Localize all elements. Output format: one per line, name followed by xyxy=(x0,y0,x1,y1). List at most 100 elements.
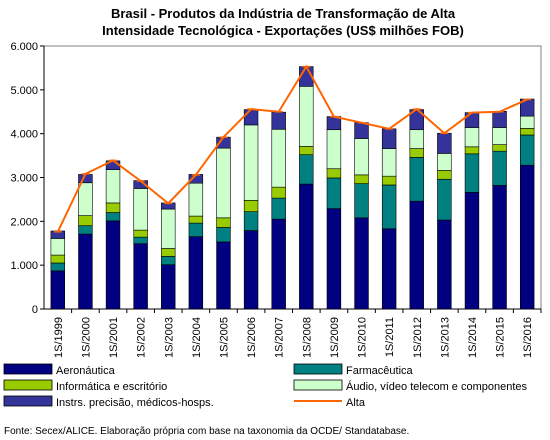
bar-segment-farmac-utica xyxy=(409,157,424,202)
bar-segment-farmac-utica xyxy=(492,150,507,186)
x-tick-label: 1S/2016 xyxy=(522,317,534,358)
x-tick-label: 1S/2002 xyxy=(136,317,148,358)
plot-area: 0 1.000 2.000 3.000 4.000 5.000 6.000 1S/1999 1S… xyxy=(10,41,542,358)
y-tick-label: 3.000 xyxy=(10,173,38,185)
bar-segment-aeron-utica xyxy=(464,192,480,310)
bar-segment-inform-tica-e-escrit-rio xyxy=(492,144,507,152)
bar-segment-inform-tica-e-escrit-rio xyxy=(326,168,342,179)
y-tick-label: 0 xyxy=(32,304,38,316)
bar-segment-instrs-precis-o-m-dicos-hosps xyxy=(464,112,480,128)
bar-segment-farmac-utica xyxy=(105,212,121,222)
bar-segment-farmac-utica xyxy=(354,183,369,219)
bar-segment-farmac-utica xyxy=(437,178,452,221)
bar-segment-farmac-utica xyxy=(133,236,148,244)
x-tick-label: 1S/2010 xyxy=(357,317,369,358)
bar-segment-farmac-utica xyxy=(326,177,342,209)
x-tick-label: 1S/2005 xyxy=(218,317,230,358)
x-tick-label: 1S/1999 xyxy=(53,317,65,358)
bar-segment-udio-v-deo-telecom-e-componentes xyxy=(464,127,480,148)
legend-swatch xyxy=(293,379,343,391)
bar-segment-udio-v-deo-telecom-e-componentes xyxy=(326,129,342,170)
bar-segment-inform-tica-e-escrit-rio xyxy=(409,148,424,158)
bar-segment-instrs-precis-o-m-dicos-hosps xyxy=(381,128,397,149)
bar-segment-udio-v-deo-telecom-e-componentes xyxy=(409,129,424,149)
legend-swatch xyxy=(3,379,53,391)
x-tick-label: 1S/2000 xyxy=(80,317,92,358)
bar-segment-aeron-utica xyxy=(105,220,121,310)
bar-segment-instrs-precis-o-m-dicos-hosps xyxy=(492,111,507,128)
bar-segment-aeron-utica xyxy=(326,208,342,310)
bar-segment-udio-v-deo-telecom-e-componentes xyxy=(519,115,535,129)
bar-segment-inform-tica-e-escrit-rio xyxy=(50,254,66,264)
bar-segment-inform-tica-e-escrit-rio xyxy=(243,199,259,212)
legend-label: Informática e escritório xyxy=(56,381,167,393)
bar-segment-farmac-utica xyxy=(299,154,314,185)
legend-label: Aeronáutica xyxy=(56,365,116,377)
x-tick-label: 1S/2004 xyxy=(191,317,203,358)
legend-label: Farmacêutica xyxy=(346,365,414,377)
bar-segment-udio-v-deo-telecom-e-componentes xyxy=(50,238,66,256)
bar-segment-udio-v-deo-telecom-e-componentes xyxy=(299,86,314,147)
bar-segment-inform-tica-e-escrit-rio xyxy=(381,175,397,186)
legend-swatch xyxy=(293,363,343,375)
bar-segment-farmac-utica xyxy=(243,211,259,231)
bar-segment-udio-v-deo-telecom-e-componentes xyxy=(161,208,176,249)
bar-segment-aeron-utica xyxy=(299,183,314,310)
bar-segment-udio-v-deo-telecom-e-componentes xyxy=(381,148,397,177)
bar-segment-farmac-utica xyxy=(78,225,93,235)
bar-segment-aeron-utica xyxy=(519,164,535,310)
chart-title-line2: Intensidade Tecnológica - Exportações (U… xyxy=(102,23,464,38)
bar-segment-farmac-utica xyxy=(161,256,176,266)
bar-segment-udio-v-deo-telecom-e-componentes xyxy=(354,138,369,176)
bar-segment-aeron-utica xyxy=(161,264,176,310)
bar-segment-instrs-precis-o-m-dicos-hosps xyxy=(271,111,286,130)
x-tick-label: 1S/2007 xyxy=(274,317,286,358)
bar-segment-inform-tica-e-escrit-rio xyxy=(188,215,204,224)
bar-segment-aeron-utica xyxy=(188,236,204,310)
bar-segment-inform-tica-e-escrit-rio xyxy=(464,146,480,155)
y-tick-label: 5.000 xyxy=(10,85,38,97)
bar-segment-farmac-utica xyxy=(519,134,535,166)
bar-segment-inform-tica-e-escrit-rio xyxy=(437,170,452,180)
bar-segment-udio-v-deo-telecom-e-componentes xyxy=(188,182,204,217)
bar-segment-farmac-utica xyxy=(381,184,397,230)
x-tick-label: 1S/2006 xyxy=(246,317,258,358)
y-tick-label: 2.000 xyxy=(10,216,38,228)
bar-segment-udio-v-deo-telecom-e-componentes xyxy=(243,124,259,201)
bar-segment-udio-v-deo-telecom-e-componentes xyxy=(133,188,148,231)
x-tick-label: 1S/2009 xyxy=(329,317,341,358)
bar-segment-aeron-utica xyxy=(78,233,93,310)
x-tick-label: 1S/2008 xyxy=(301,317,313,358)
bar-segment-farmac-utica xyxy=(271,197,286,220)
bar-segment-udio-v-deo-telecom-e-componentes xyxy=(437,153,452,171)
bar-segment-farmac-utica xyxy=(188,222,204,237)
y-tick-label: 4.000 xyxy=(10,129,38,141)
bar-segment-farmac-utica xyxy=(50,262,66,272)
x-tick-label: 1S/2011 xyxy=(384,317,396,357)
bar-segment-instrs-precis-o-m-dicos-hosps xyxy=(354,122,369,139)
x-tick-label: 1S/2012 xyxy=(412,317,424,358)
bar-segment-inform-tica-e-escrit-rio xyxy=(271,186,286,199)
bar-segment-aeron-utica xyxy=(216,241,231,310)
chart-title-line1: Brasil - Produtos da Indústria de Transf… xyxy=(111,6,456,21)
bar-segment-aeron-utica xyxy=(243,230,259,310)
bar-segment-inform-tica-e-escrit-rio xyxy=(519,128,535,136)
legend-label: Alta xyxy=(346,397,366,409)
bar-segment-aeron-utica xyxy=(354,217,369,310)
x-tick-label: 1S/2015 xyxy=(495,317,507,358)
legend-swatch xyxy=(3,363,53,375)
bar-segment-aeron-utica xyxy=(133,243,148,310)
bar-segment-inform-tica-e-escrit-rio xyxy=(161,248,176,257)
legend-label: Áudio, vídeo telecom e componentes xyxy=(346,380,528,393)
y-tick-label: 1.000 xyxy=(10,260,38,272)
x-tick-label: 1S/2014 xyxy=(467,317,479,358)
bar-segment-inform-tica-e-escrit-rio xyxy=(354,174,369,184)
bar-segment-inform-tica-e-escrit-rio xyxy=(133,229,148,238)
legend-swatch xyxy=(3,395,53,407)
x-tick-label: 1S/2003 xyxy=(163,317,175,358)
bar-segment-inform-tica-e-escrit-rio xyxy=(78,215,93,227)
bar-segment-inform-tica-e-escrit-rio xyxy=(216,217,231,228)
bar-segment-udio-v-deo-telecom-e-componentes xyxy=(492,127,507,145)
bar-segment-farmac-utica xyxy=(216,227,231,243)
